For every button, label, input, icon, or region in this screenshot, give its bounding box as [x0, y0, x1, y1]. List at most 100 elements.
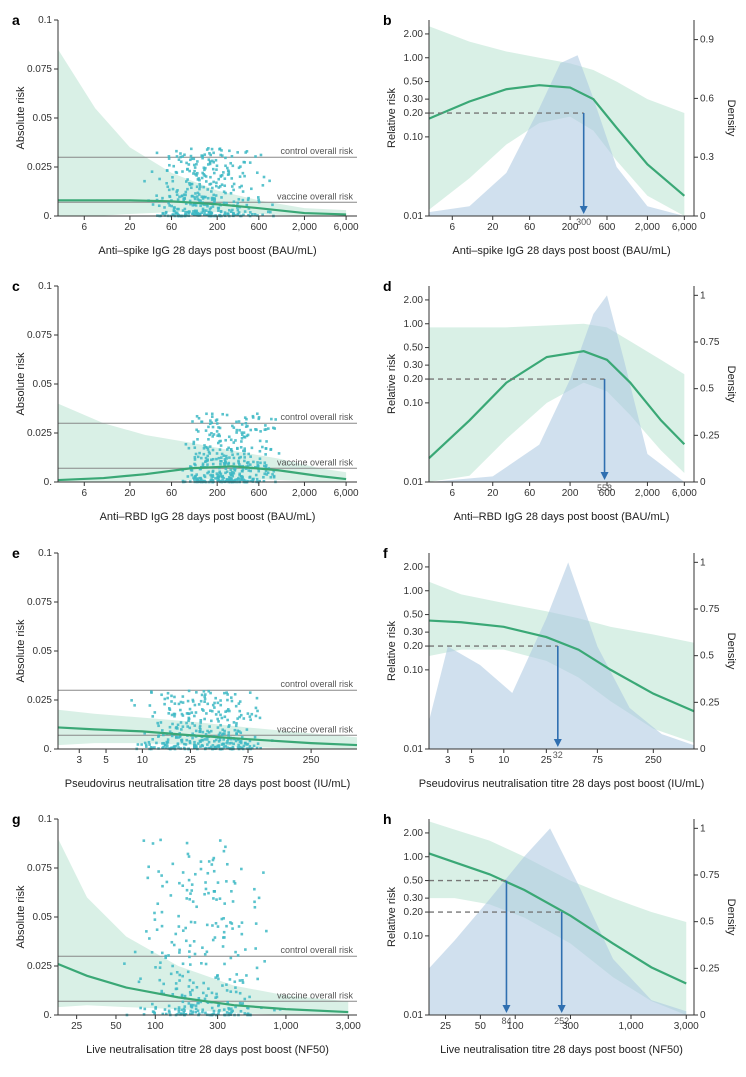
x-tick-label: 20 — [487, 222, 499, 233]
panel-label: b — [383, 12, 392, 28]
y2-tick-label: 0.6 — [700, 93, 714, 104]
y-tick-label: 2.00 — [404, 295, 424, 306]
arrow-label: 300 — [576, 217, 591, 227]
y2-tick-label: 0.5 — [700, 916, 714, 927]
reference-label: vaccine overall risk — [277, 191, 354, 201]
x-tick-label: 1,000 — [618, 1021, 643, 1032]
x-tick-label: 10 — [137, 755, 149, 766]
y2-tick-label: 0.5 — [700, 384, 714, 395]
y-tick-label: 0.01 — [404, 1010, 424, 1021]
figure-grid: acontrol overall riskvaccine overall ris… — [10, 10, 736, 1067]
y2-tick-label: 1 — [700, 291, 706, 302]
reference-label: control overall risk — [280, 412, 353, 422]
x-tick-label: 10 — [498, 755, 510, 766]
y-tick-label: 1.00 — [404, 53, 424, 64]
y-tick-label: 0.20 — [404, 108, 424, 119]
y2-tick-label: 0.9 — [700, 35, 714, 46]
x-axis-label: Anti–spike IgG 28 days post boost (BAU/m… — [98, 245, 316, 257]
x-axis-label: Anti–spike IgG 28 days post boost (BAU/m… — [452, 245, 670, 257]
y-tick-label: 0.30 — [404, 627, 424, 638]
panel-label: e — [12, 545, 20, 561]
panel-e: e control overall risk vaccine overall ris… — [10, 543, 365, 801]
x-tick-label: 1,000 — [273, 1021, 298, 1032]
panel-c: c control overall risk vaccine overall ris… — [10, 276, 365, 534]
x-tick-label: 25 — [541, 755, 553, 766]
x-tick-label: 200 — [209, 488, 226, 499]
y-axis-label: Relative risk — [386, 620, 398, 680]
panel-label: f — [383, 545, 388, 561]
y-tick-label: 0. — [44, 744, 52, 755]
reference-label: control overall risk — [280, 146, 353, 156]
y-tick-label: 0.50 — [404, 77, 424, 88]
panel-a: acontrol overall riskvaccine overall ris… — [10, 10, 365, 268]
y-tick-label: 0.20 — [404, 641, 424, 652]
y-tick-label: 0.025 — [27, 162, 52, 173]
x-tick-label: 250 — [645, 755, 662, 766]
y-tick-label: 0. — [44, 1010, 52, 1021]
x-tick-label: 200 — [209, 222, 226, 233]
x-tick-label: 60 — [524, 488, 536, 499]
arrow-label: 32 — [553, 750, 563, 760]
y-axis-label: Absolute risk — [15, 86, 27, 149]
reference-label: control overall risk — [280, 679, 353, 689]
y-tick-label: 0.025 — [27, 428, 52, 439]
panel-label: g — [12, 811, 21, 827]
y-tick-label: 0.20 — [404, 907, 424, 918]
panel-b: b300620602006002,0006,0000.010.100.200.3… — [381, 10, 736, 268]
x-axis-label: Pseudovirus neutralisation titre 28 days… — [419, 778, 705, 790]
x-tick-label: 5 — [469, 755, 475, 766]
x-tick-label: 25 — [440, 1021, 452, 1032]
y2-tick-label: 0.25 — [700, 963, 720, 974]
panel-h: h8425225501003001,0003,0000.010.100.200.… — [381, 809, 736, 1067]
y-axis-label: Absolute risk — [15, 352, 27, 415]
x-tick-label: 600 — [599, 222, 616, 233]
y-tick-label: 1.00 — [404, 319, 424, 330]
x-axis-label: Pseudovirus neutralisation titre 28 days… — [65, 778, 351, 790]
x-axis-label: Anti–RBD IgG 28 days post boost (BAU/mL) — [454, 511, 670, 523]
x-tick-label: 100 — [147, 1021, 164, 1032]
y-tick-label: 0. — [44, 211, 52, 222]
x-tick-label: 20 — [124, 222, 136, 233]
x-axis-label: Live neutralisation titre 28 days post b… — [440, 1044, 683, 1056]
reference-label: vaccine overall risk — [277, 990, 354, 1000]
y-axis-label: Relative risk — [386, 354, 398, 414]
x-tick-label: 6,000 — [672, 222, 697, 233]
y-tick-label: 0.075 — [27, 330, 52, 341]
x-tick-label: 20 — [487, 488, 499, 499]
y2-tick-label: 0.5 — [700, 650, 714, 661]
y-tick-label: 0.05 — [33, 379, 53, 390]
y2-tick-label: 0 — [700, 211, 706, 222]
y-tick-label: 0.025 — [27, 695, 52, 706]
reference-label: vaccine overall risk — [277, 458, 354, 468]
panel-g: g control overall risk vaccine overall ris… — [10, 809, 365, 1067]
x-tick-label: 60 — [524, 222, 536, 233]
x-tick-label: 600 — [599, 488, 616, 499]
y-tick-label: 1.00 — [404, 852, 424, 863]
x-tick-label: 6 — [81, 222, 87, 233]
y-tick-label: 0.075 — [27, 64, 52, 75]
reference-label: control overall risk — [280, 945, 353, 955]
y-axis-label: Relative risk — [386, 886, 398, 946]
panel-label: d — [383, 278, 392, 294]
reference-label: vaccine overall risk — [277, 724, 354, 734]
x-tick-label: 600 — [250, 222, 267, 233]
y-tick-label: 0.50 — [404, 875, 424, 886]
y-tick-label: 0. — [44, 477, 52, 488]
y2-axis-label: Density — [725, 898, 736, 935]
y-tick-label: 0.20 — [404, 374, 424, 385]
y-tick-label: 1.00 — [404, 585, 424, 596]
y-tick-label: 2.00 — [404, 828, 424, 839]
x-tick-label: 3 — [76, 755, 82, 766]
y-tick-label: 0.01 — [404, 211, 424, 222]
x-tick-label: 200 — [562, 222, 579, 233]
y2-tick-label: 0 — [700, 744, 706, 755]
x-tick-label: 75 — [242, 755, 254, 766]
y2-tick-label: 0.3 — [700, 152, 714, 163]
x-axis-label: Anti–RBD IgG 28 days post boost (BAU/mL) — [100, 511, 316, 523]
y-tick-label: 0.01 — [404, 477, 424, 488]
x-tick-label: 6,000 — [334, 222, 359, 233]
y-tick-label: 2.00 — [404, 561, 424, 572]
y2-tick-label: 0.75 — [700, 870, 720, 881]
panel-label: c — [12, 278, 20, 294]
y-tick-label: 0.10 — [404, 931, 424, 942]
